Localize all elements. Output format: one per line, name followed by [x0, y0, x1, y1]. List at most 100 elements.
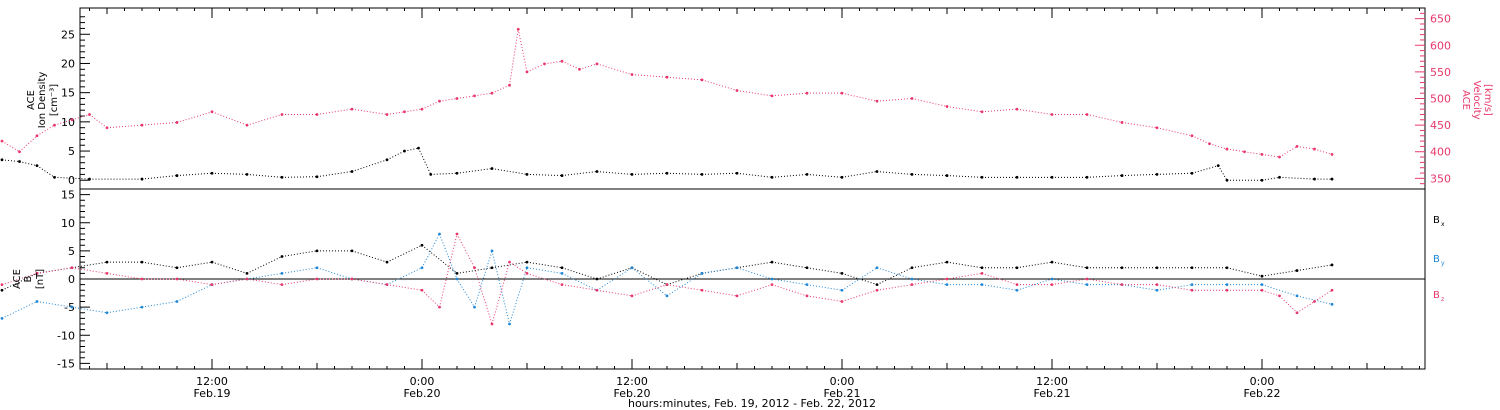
bottom-series-segment [456, 233, 475, 268]
top-data-point [840, 175, 844, 179]
x-axis-title: hours:minutes, Feb. 19, 2012 - Feb. 22, … [628, 397, 876, 410]
bottom-tick-label: -10 [57, 329, 75, 342]
top-data-point [455, 171, 459, 175]
bottom-series-segment [141, 301, 178, 308]
top-data-point [1260, 178, 1264, 182]
top-series-segment [771, 92, 808, 97]
top-series-segment [36, 124, 55, 137]
top-series-segment [351, 159, 388, 172]
bottom-series-segment [1016, 261, 1053, 269]
bottom-series-segment [474, 267, 493, 325]
top-series-segment [876, 98, 913, 102]
top-series-segment [491, 168, 528, 175]
x-tick-time: 0:00 [830, 375, 855, 388]
bottom-ylabel-line2: B [23, 275, 34, 282]
top-series-segment [1191, 165, 1219, 174]
bottom-series-segment [1261, 284, 1298, 297]
bottom-series-segment [736, 261, 773, 269]
top-series-segment [474, 92, 493, 97]
bottom-series-segment [211, 261, 248, 274]
top-series-segment [736, 172, 773, 178]
bottom-series-segment [246, 278, 283, 286]
top-series-segment [71, 113, 90, 121]
top-series-segment [631, 172, 668, 175]
top-series-segment [456, 95, 475, 99]
top-series-segment [1279, 176, 1315, 180]
legend-sub-bz: z [1441, 296, 1444, 303]
bottom-series-segment [981, 284, 1018, 291]
top-right-tick-label: 600 [1430, 39, 1451, 52]
bottom-series-segment [474, 250, 493, 308]
top-series-segment [141, 175, 178, 180]
top-series-segment [701, 172, 738, 175]
top-series-segment [1, 140, 20, 153]
top-series-segment [526, 63, 545, 73]
bottom-series-segment [841, 289, 878, 302]
bottom-series-segment [596, 267, 633, 280]
bottom-tick-label: -15 [57, 357, 75, 370]
top-series-segment [596, 63, 633, 76]
top-series-segment [911, 98, 948, 107]
top-series-segment [1296, 145, 1315, 150]
top-data-point [1155, 126, 1159, 130]
top-series-segment [404, 147, 419, 152]
bottom-series-segment [946, 272, 983, 280]
bottom-series-segment [246, 256, 283, 274]
top-series-segment [316, 108, 353, 115]
x-tick-date: Feb.20 [404, 387, 441, 400]
bottom-series-segment [876, 267, 913, 286]
top-ylabel-right-line3: [km/s] [1482, 84, 1493, 116]
top-data-point [770, 175, 774, 179]
bottom-series-segment [736, 267, 773, 280]
legend-sub-bx: x [1441, 221, 1445, 228]
bottom-series-segment [246, 272, 283, 280]
bottom-data-point [1330, 288, 1334, 292]
top-series-segment [176, 111, 213, 123]
bottom-series-segment [981, 272, 1018, 286]
bottom-series-segment [806, 284, 843, 291]
top-right-tick-label: 500 [1430, 93, 1451, 106]
top-series-segment [1016, 108, 1053, 115]
bottom-series-segment [141, 261, 178, 269]
x-tick-date: Feb.21 [1034, 387, 1071, 400]
bottom-series-segment [701, 289, 738, 297]
bottom-data-points [0, 232, 1334, 326]
top-data-point [280, 175, 284, 179]
bottom-series-segment [1296, 295, 1333, 305]
legend-label-bz: B [1433, 290, 1440, 301]
bottom-series-segment [1086, 278, 1123, 286]
bottom-series-segment [176, 261, 213, 269]
bottom-series-segment [631, 267, 668, 286]
bottom-series-segment [736, 284, 773, 297]
bottom-series-segment [631, 284, 668, 297]
top-series-segment [351, 108, 388, 115]
bottom-series-segment [876, 267, 913, 280]
bottom-series-segment [316, 267, 353, 280]
top-series-segment [1121, 173, 1158, 177]
top-panel-frame [79, 7, 1426, 190]
bottom-series-segment [1016, 278, 1053, 291]
bottom-series-segment [596, 267, 633, 291]
bottom-series-segment [491, 250, 510, 325]
top-series-segment [421, 100, 440, 110]
x-tick-time: 0:00 [1250, 375, 1275, 388]
x-tick-date: Feb.19 [194, 387, 231, 400]
bottom-series-segment [351, 250, 388, 263]
top-right-tick-label: 650 [1430, 13, 1451, 26]
top-series-segment [404, 108, 423, 113]
top-right-tick-label: 450 [1430, 119, 1451, 132]
bottom-tick-label: 5 [68, 245, 75, 258]
top-data-point [560, 174, 564, 177]
bottom-series-segment [841, 267, 878, 291]
top-series-segment [19, 161, 38, 167]
top-series-segment [386, 150, 405, 161]
bottom-series-segment [561, 272, 598, 291]
bottom-series-segment [1314, 289, 1333, 302]
bottom-series-segment [841, 272, 878, 286]
bottom-series-segment [281, 267, 318, 274]
top-series-segment [456, 168, 493, 174]
top-left-tick-label: 5 [68, 145, 75, 158]
top-series-segment [666, 76, 703, 81]
top-series-segment [418, 147, 432, 175]
